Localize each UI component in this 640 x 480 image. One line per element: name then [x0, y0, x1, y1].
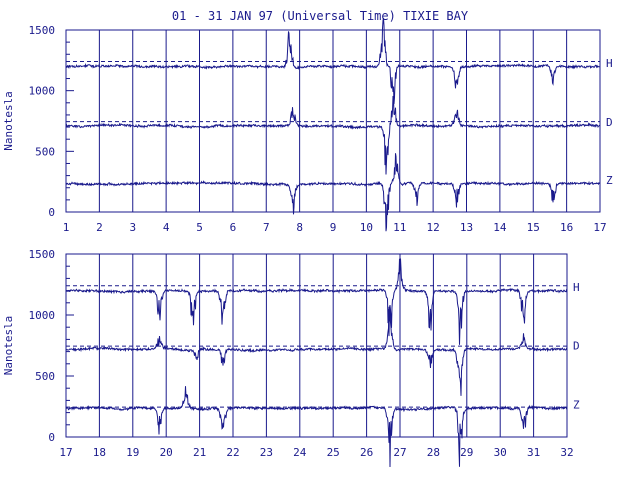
x-tick-label: 32 — [560, 446, 573, 459]
x-tick-label: 22 — [226, 446, 239, 459]
x-tick-label: 7 — [263, 221, 270, 234]
series-label-h: H — [606, 57, 613, 70]
x-tick-label: 2 — [96, 221, 103, 234]
x-tick-label: 16 — [560, 221, 573, 234]
x-tick-label: 3 — [129, 221, 136, 234]
x-tick-label: 20 — [160, 446, 173, 459]
x-tick-label: 19 — [126, 446, 139, 459]
y-tick-label: 1500 — [29, 24, 56, 37]
series-label-d: D — [573, 340, 580, 353]
x-tick-label: 24 — [293, 446, 307, 459]
x-tick-label: 18 — [93, 446, 106, 459]
trace-d — [65, 306, 568, 396]
x-tick-label: 15 — [527, 221, 540, 234]
trace-d — [65, 95, 601, 175]
x-tick-label: 5 — [196, 221, 203, 234]
chart-title: 01 - 31 JAN 97 (Universal Time) TIXIE BA… — [172, 9, 469, 23]
panel-2: 17 18 19 20 21 22 23 24 25 26 27 28 29 30 31 32 0 500 1000… — [2, 248, 580, 468]
y-axis-label: Nanotesla — [2, 316, 15, 376]
x-tick-label: 26 — [360, 446, 373, 459]
y-tick-label: 0 — [48, 206, 55, 219]
x-tick-label: 8 — [296, 221, 303, 234]
x-tick-label: 29 — [460, 446, 473, 459]
y-tick-label: 0 — [48, 431, 55, 444]
y-tick-label: 500 — [35, 145, 55, 158]
x-tick-label: 17 — [593, 221, 606, 234]
x-tick-label: 27 — [393, 446, 406, 459]
x-tick-label: 14 — [493, 221, 507, 234]
x-tick-label: 17 — [59, 446, 72, 459]
x-tick-label: 4 — [163, 221, 170, 234]
series-label-d: D — [606, 116, 613, 129]
plot-frame — [65, 253, 568, 438]
x-tick-label: 31 — [527, 446, 540, 459]
y-axis-label: Nanotesla — [2, 91, 15, 151]
x-tick-label: 13 — [460, 221, 473, 234]
x-tick-label: 11 — [393, 221, 406, 234]
x-tick-label: 9 — [330, 221, 337, 234]
y-tick-label: 500 — [35, 370, 55, 383]
trace-h — [65, 258, 568, 345]
x-tick-label: 28 — [427, 446, 440, 459]
series-label-z: Z — [573, 399, 580, 412]
x-tick-label: 30 — [494, 446, 507, 459]
y-tick-label: 1000 — [29, 309, 56, 322]
trace-z — [65, 153, 601, 232]
panel-1: 1 2 3 4 5 6 7 8 9 10 11 12 13 14 15 16 17050010001500Nan… — [2, 17, 613, 234]
chart-panels: 1 2 3 4 5 6 7 8 9 10 11 12 13 14 15 16 17050010001500Nan… — [2, 17, 613, 468]
x-tick-label: 25 — [327, 446, 340, 459]
y-tick-label: 1500 — [29, 248, 56, 261]
series-label-z: Z — [606, 174, 613, 187]
series-label-h: H — [573, 281, 580, 294]
x-tick-label: 23 — [260, 446, 273, 459]
x-tick-label: 21 — [193, 446, 206, 459]
x-tick-label: 6 — [230, 221, 237, 234]
y-tick-label: 1000 — [29, 85, 56, 98]
trace-z — [65, 386, 568, 468]
trace-h — [65, 17, 601, 104]
x-tick-label: 12 — [427, 221, 440, 234]
x-tick-label: 1 — [63, 221, 70, 234]
x-tick-label: 10 — [360, 221, 373, 234]
